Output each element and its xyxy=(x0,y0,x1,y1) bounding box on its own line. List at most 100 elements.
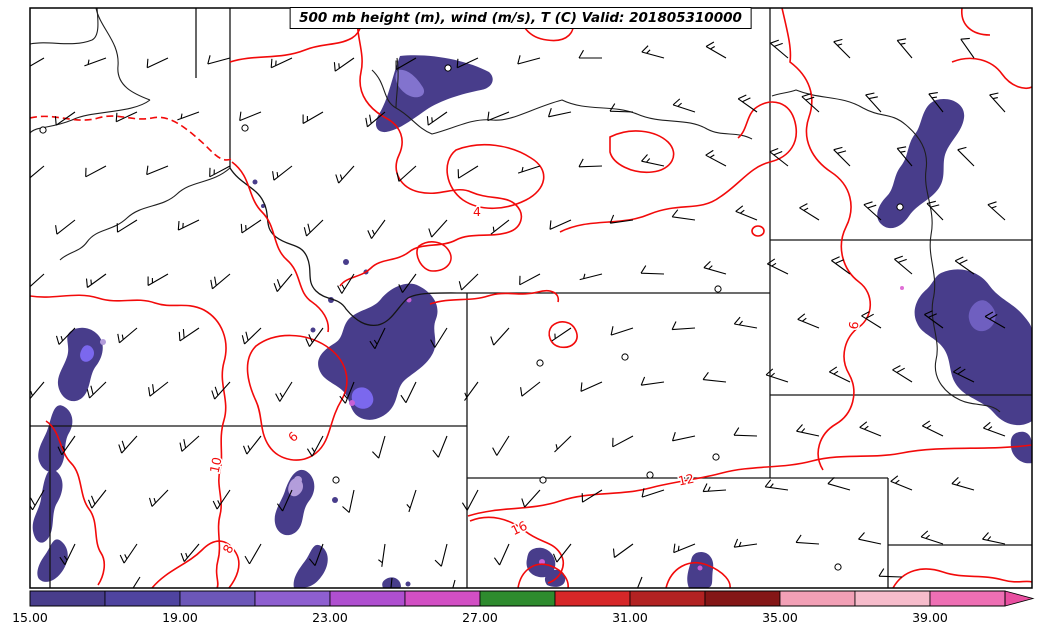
colorbar-tick-label: 27.00 xyxy=(462,610,498,625)
calm-station-circle xyxy=(444,64,452,72)
colorbar-segment xyxy=(254,590,331,607)
temperature-contour xyxy=(892,568,1032,588)
colorbar-tick-label: 19.00 xyxy=(162,610,198,625)
colorbar-tick-labels: 15.00 19.00 23.00 27.00 31.00 35.00 39.00 xyxy=(12,610,948,625)
temperature-contour xyxy=(30,115,232,161)
wind-barb xyxy=(492,435,510,456)
temperature-contour xyxy=(45,420,106,586)
temperature-contour xyxy=(446,143,545,210)
wind-barb xyxy=(954,256,975,275)
wind-barb xyxy=(984,311,1006,329)
wind-barb xyxy=(581,489,603,503)
wind-barb xyxy=(55,327,76,345)
wind-barb xyxy=(520,381,541,397)
wind-barb xyxy=(179,435,200,452)
wind-barb xyxy=(892,365,913,383)
wind-barb xyxy=(337,273,355,294)
contour-label: 6 xyxy=(285,428,301,445)
wind-barb xyxy=(115,111,138,123)
temperature-contour xyxy=(517,563,569,588)
wind-barb xyxy=(212,489,231,510)
wind-barb xyxy=(764,479,789,491)
fill-region xyxy=(80,345,95,362)
wind-barb xyxy=(705,149,727,167)
wind-barb xyxy=(640,376,665,386)
wind-barb xyxy=(733,538,758,548)
fill-region xyxy=(274,469,315,536)
wind-speed-fill-layer xyxy=(32,55,1032,588)
wind-barb xyxy=(396,165,417,182)
contour-label: 10 xyxy=(207,456,225,475)
temperature-contour xyxy=(751,225,765,237)
wind-barb xyxy=(549,219,572,230)
fill-region xyxy=(968,300,996,332)
fill-region xyxy=(914,269,1032,426)
wind-barb xyxy=(957,146,975,167)
temperature-contour xyxy=(961,8,991,36)
wind-barb xyxy=(272,165,293,181)
fill-speck xyxy=(343,259,349,265)
wind-barb xyxy=(833,146,851,167)
wind-barb xyxy=(799,203,820,221)
wind-barb xyxy=(146,57,169,69)
temperature-contour xyxy=(151,540,240,588)
temperature-contour xyxy=(548,321,578,349)
colorbar-tick-label: 39.00 xyxy=(912,610,948,625)
wind-barb xyxy=(461,489,479,511)
wind-barb xyxy=(960,37,975,59)
fill-region xyxy=(57,327,103,402)
temperature-contour xyxy=(781,8,872,471)
fill-region xyxy=(351,387,374,409)
temperature-contour xyxy=(416,241,452,272)
wind-barb xyxy=(335,165,355,184)
wind-barb xyxy=(702,371,727,383)
calm-station-circle xyxy=(241,124,249,132)
wind-barb xyxy=(275,381,293,402)
wind-barb xyxy=(733,316,758,329)
wind-barb xyxy=(641,488,665,498)
wind-barb xyxy=(861,311,882,329)
temperature-contour xyxy=(246,334,348,461)
wind-barb xyxy=(367,219,386,239)
wind-barb xyxy=(579,273,603,281)
colorbar-tick-label: 31.00 xyxy=(612,610,648,625)
state-borders-layer xyxy=(30,8,1032,588)
wind-barb xyxy=(517,165,541,174)
wind-barb xyxy=(177,219,200,231)
temperature-contour xyxy=(609,130,675,174)
wind-barb xyxy=(580,381,603,392)
wind-barb xyxy=(859,421,882,437)
wind-barb xyxy=(303,219,324,237)
wind-barb xyxy=(765,368,789,383)
colorbar-segment xyxy=(704,590,781,607)
fill-speck xyxy=(332,497,338,503)
wind-barb xyxy=(308,543,324,566)
wind-barb xyxy=(702,483,727,493)
colorbar-segment xyxy=(404,590,481,607)
wind-barb xyxy=(273,273,293,292)
wind-barb xyxy=(147,273,169,286)
river-line xyxy=(371,69,753,140)
wind-barb xyxy=(239,111,262,122)
wind-barb xyxy=(30,273,45,288)
colorbar-outline xyxy=(29,590,1006,607)
wind-barb xyxy=(928,92,944,113)
fill-speck xyxy=(900,286,904,290)
wind-barb xyxy=(87,489,107,509)
river-line xyxy=(30,99,151,134)
wind-barb xyxy=(430,327,448,348)
colorbar-segment xyxy=(104,590,181,607)
state-border xyxy=(229,167,468,327)
temperature-contour xyxy=(339,8,523,287)
river-line xyxy=(95,8,151,101)
colorbar-tick-label: 35.00 xyxy=(762,610,798,625)
wind-barb xyxy=(641,45,665,59)
wind-barb xyxy=(306,435,324,457)
wind-barb xyxy=(395,57,417,70)
wind-barb xyxy=(244,543,262,565)
wind-barb xyxy=(982,532,1006,545)
temperature-contour xyxy=(231,161,330,333)
wind-barb xyxy=(30,381,45,400)
wind-barb xyxy=(673,543,696,554)
